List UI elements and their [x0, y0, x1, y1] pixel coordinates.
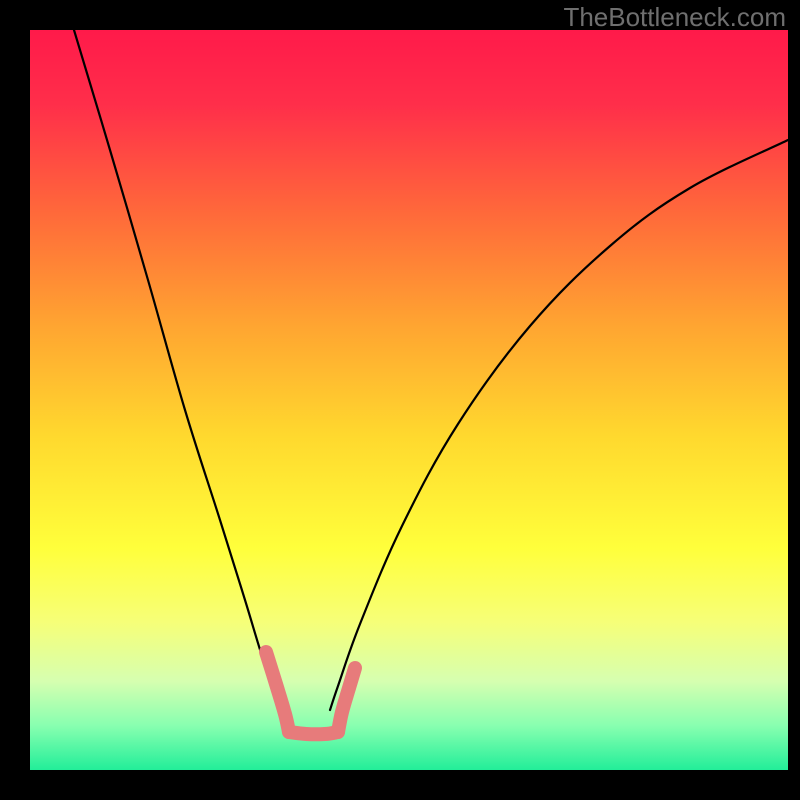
plot-background — [30, 30, 788, 770]
marker-valley-floor — [289, 732, 338, 734]
chart-stage: TheBottleneck.com — [0, 0, 800, 800]
chart-svg — [0, 0, 800, 800]
